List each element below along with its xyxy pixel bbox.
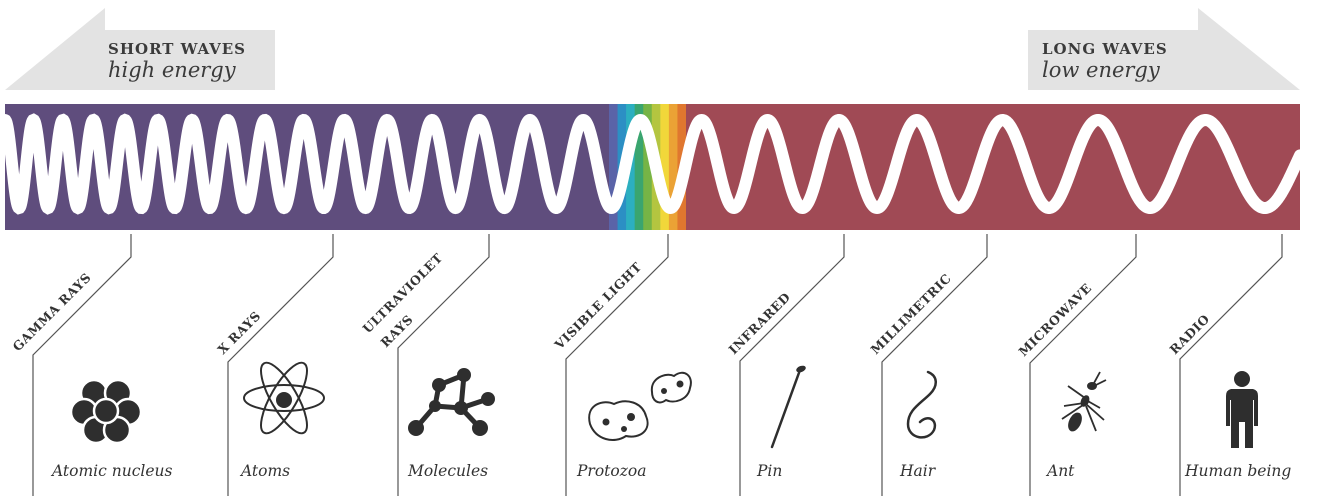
- long-waves-subtitle: low energy: [1042, 58, 1160, 82]
- short-waves-title: SHORT WAVES: [108, 40, 246, 58]
- connector-lines: [32, 234, 1283, 496]
- connector-uv: [397, 234, 490, 496]
- atom-icon: [243, 361, 325, 435]
- band-label-infrared: INFRARED: [726, 289, 794, 357]
- object-label-protozoa: Protozoa: [576, 462, 646, 480]
- arrows: [5, 8, 1300, 90]
- spectrum-stripe: [643, 104, 653, 230]
- long-waves-arrow: [1028, 8, 1300, 90]
- spectrum-stripe: [609, 104, 619, 230]
- wave-line: [0, 113, 1306, 215]
- connector-millimetric: [881, 234, 988, 496]
- short-waves-arrow: [5, 8, 275, 90]
- connector-microwave: [1029, 234, 1137, 496]
- atomic-nucleus-icon: [69, 378, 143, 445]
- pin-icon: [770, 365, 806, 449]
- ant-icon: [1061, 371, 1107, 432]
- band-label-millimetric: MILLIMETRIC: [868, 271, 955, 358]
- object-label-molecules: Molecules: [407, 462, 488, 480]
- object-label-pin: Pin: [756, 462, 782, 480]
- object-label-ant: Ant: [1045, 462, 1075, 480]
- connector-visible: [565, 234, 669, 496]
- object-label-nucleus: Atomic nucleus: [50, 462, 173, 480]
- connector-radio: [1179, 234, 1283, 496]
- spectrum-stripe: [668, 104, 679, 230]
- long-waves-label: LONG WAVES low energy: [1042, 40, 1168, 82]
- object-label-atoms: Atoms: [239, 462, 290, 480]
- short-waves-label: SHORT WAVES high energy: [108, 40, 246, 82]
- short-waves-subtitle: high energy: [108, 58, 236, 82]
- band-label-visible: VISIBLE LIGHT: [551, 259, 645, 353]
- spectrum-band: [0, 104, 1306, 230]
- molecule-icon: [408, 368, 495, 436]
- band-details: GAMMA RAYS X RAYS ULTRAVIOLET RAYS VISIB…: [10, 234, 1291, 496]
- human-icon: [1226, 371, 1258, 448]
- object-label-human: Human being: [1184, 462, 1291, 480]
- long-waves-title: LONG WAVES: [1042, 40, 1168, 58]
- hair-icon: [906, 370, 937, 439]
- connector-infrared: [739, 234, 845, 496]
- spectrum-stripe: [660, 104, 670, 230]
- band-label-gamma: GAMMA RAYS: [10, 270, 95, 355]
- connector-gamma: [32, 234, 132, 496]
- band-label-xray: X RAYS: [215, 308, 264, 357]
- object-label-hair: Hair: [899, 462, 937, 480]
- spectrum-stripe: [634, 104, 644, 230]
- connector-xray: [227, 234, 334, 496]
- protozoa-icon: [588, 371, 692, 441]
- band-label-microwave: MICROWAVE: [1016, 280, 1095, 359]
